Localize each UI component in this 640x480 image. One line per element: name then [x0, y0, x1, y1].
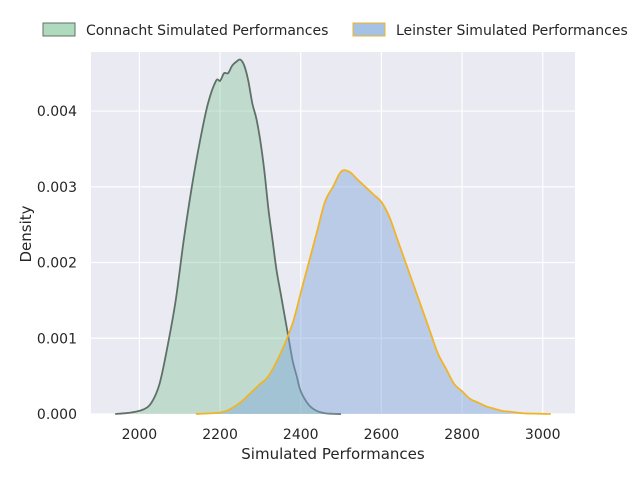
- legend-label: Connacht Simulated Performances: [86, 23, 328, 39]
- y-tick-label: 0.003: [37, 180, 77, 196]
- legend-item-1: Connacht Simulated Performances: [42, 22, 328, 39]
- series-2-line: [195, 169, 551, 415]
- series-2-area: [195, 170, 551, 414]
- series-layer: [115, 58, 551, 415]
- y-tick-label: 0.000: [37, 407, 77, 423]
- legend: Connacht Simulated Performances Leinster …: [42, 22, 628, 39]
- x-tick-label: 2400: [283, 427, 319, 443]
- x-axis-ticks: 2000 2200 2400 2600 2800 3000: [122, 427, 561, 443]
- y-tick-label: 0.002: [37, 256, 77, 272]
- y-tick-label: 0.004: [37, 104, 77, 120]
- y-tick-label: 0.001: [37, 331, 77, 347]
- x-tick-label: 2200: [202, 427, 238, 443]
- legend-swatch: [42, 22, 76, 37]
- x-axis-title: Simulated Performances: [241, 445, 425, 463]
- y-axis-title: Density: [17, 205, 35, 262]
- series-1-line: [115, 58, 342, 415]
- legend-item-2: Leinster Simulated Performances: [352, 22, 628, 39]
- x-tick-label: 3000: [525, 427, 561, 443]
- x-tick-label: 2800: [444, 427, 480, 443]
- plot-area: [91, 52, 575, 414]
- legend-label: Leinster Simulated Performances: [396, 23, 628, 39]
- y-axis-ticks: 0.000 0.001 0.002 0.003 0.004: [37, 104, 77, 423]
- legend-swatch: [352, 22, 386, 37]
- x-tick-label: 2600: [364, 427, 400, 443]
- x-tick-label: 2000: [122, 427, 158, 443]
